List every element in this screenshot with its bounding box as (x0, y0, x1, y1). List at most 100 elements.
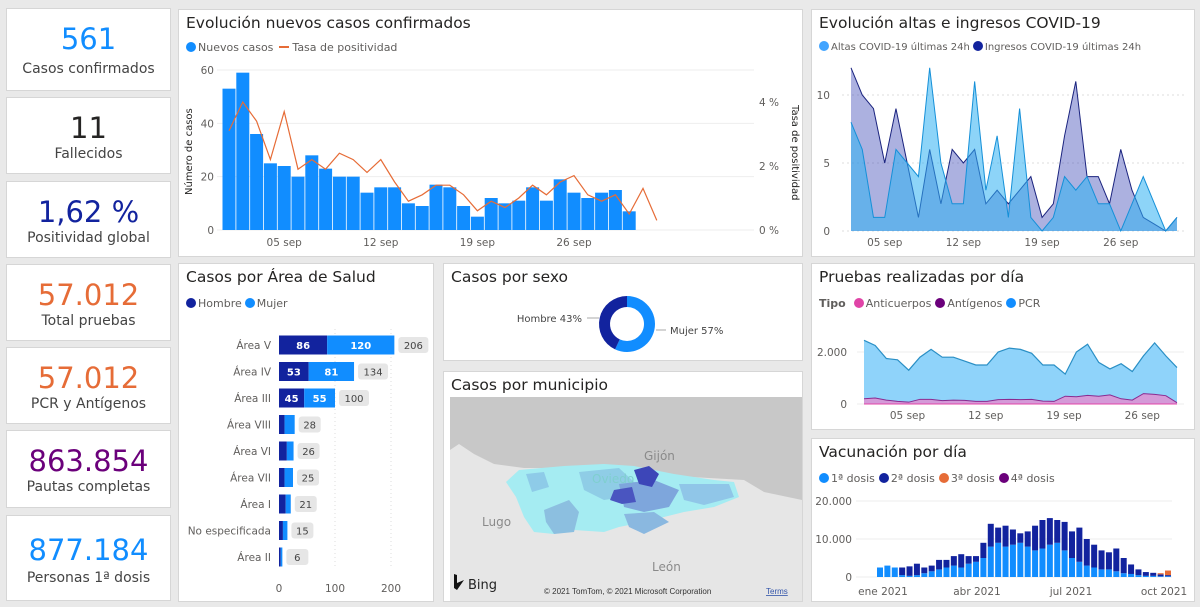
bar-hombre (279, 547, 281, 567)
map-municipio[interactable] (679, 484, 734, 505)
legend-dot-icon (819, 473, 829, 483)
legend-dot-icon (972, 41, 983, 51)
panel-casos-area[interactable]: Casos por Área de Salud Hombre Mujer 0 10… (178, 263, 434, 602)
map-label-oviedo: Oviedo (592, 472, 634, 486)
bar-nuevos-casos (622, 211, 636, 230)
chart-legend[interactable]: Tipo Anticuerpos Antígenos PCR (819, 297, 1040, 310)
category-label: Área VIII (227, 419, 271, 432)
map-municipio-oviedo[interactable] (610, 487, 636, 504)
legend-item-dosis-1[interactable]: 1ª dosis (819, 472, 875, 485)
total-label: 15 (296, 527, 309, 538)
y-tick-label: 40 (201, 118, 214, 130)
bar-dosis-2 (1032, 525, 1039, 551)
bar-dosis-2 (1098, 550, 1105, 570)
legend-item-nuevos-casos[interactable]: Nuevos casos (186, 41, 273, 54)
chart-legend[interactable]: 1ª dosis 2ª dosis 3ª dosis 4ª dosis (819, 472, 1055, 485)
bar-nuevos-casos (360, 192, 374, 230)
legend-label: Anticuerpos (865, 297, 932, 310)
chart-pruebas: 0 2.000 05 sep 12 sep 19 sep 26 sep (817, 339, 1184, 422)
bar-dosis-1 (1142, 575, 1149, 577)
legend-item-mujer[interactable]: Mujer (244, 297, 288, 310)
legend-item-tasa[interactable]: Tasa de positividad (279, 41, 397, 54)
panel-casos-sexo[interactable]: Casos por sexo Mujer 57% Hombre 43% (443, 263, 803, 361)
map-municipio-gijon[interactable] (634, 466, 659, 487)
area-pcr (864, 340, 1177, 404)
map-terms-link[interactable]: Terms (766, 587, 788, 596)
map-municipio[interactable] (619, 480, 679, 512)
y-tick-label: 0 (207, 225, 214, 237)
bar-nuevos-casos (443, 187, 457, 230)
total-label-bg (291, 522, 314, 539)
kpi-value: 11 (70, 111, 107, 145)
donut-slice (615, 296, 655, 352)
data-label-mujer: 120 (350, 341, 371, 352)
total-label: 21 (299, 500, 312, 511)
y-tick-label: 20.000 (815, 496, 852, 508)
total-label-bg (358, 363, 389, 380)
chart-title: Casos por sexo (451, 268, 569, 286)
total-label-bg (298, 416, 321, 433)
kpi-personas-1a-dosis[interactable]: 877.184 Personas 1ª dosis (6, 515, 171, 601)
bar-dosis-1 (1091, 567, 1098, 577)
bar-dosis-1 (1002, 546, 1009, 577)
y-axis-title: Número de casos (183, 108, 195, 195)
bar-nuevos-casos (484, 198, 498, 230)
bar-dosis-1 (987, 546, 994, 577)
kpi-label: Casos confirmados (22, 61, 155, 77)
bar-dosis-1 (958, 567, 965, 577)
bar-dosis-1 (928, 571, 935, 577)
bar-hombre (279, 521, 283, 540)
chart-legend[interactable]: Nuevos casos Tasa de positividad (186, 41, 397, 54)
chart-legend[interactable]: Hombre Mujer (186, 297, 288, 310)
area-altas (851, 67, 1177, 231)
panel-altas-ingresos[interactable]: Evolución altas e ingresos COVID-19 Alta… (811, 9, 1195, 257)
panel-nuevos-casos[interactable]: Evolución nuevos casos confirmados Nuevo… (178, 9, 803, 257)
legend-item-antigenos[interactable]: Antígenos (935, 297, 1002, 310)
line-antigenos (863, 393, 1178, 404)
chart-vacunacion: 0 10.000 20.000 ene 2021 abr 2021 jul 2021 oct… (815, 496, 1187, 598)
kpi-fallecidos[interactable]: 11 Fallecidos (6, 97, 171, 174)
y-tick-label: 60 (201, 65, 214, 77)
bar-dosis-1 (973, 561, 979, 577)
legend-dot-icon (186, 298, 196, 308)
legend-item-dosis-4[interactable]: 4ª dosis (998, 472, 1055, 485)
kpi-casos-confirmados[interactable]: 561 Casos confirmados (6, 8, 171, 91)
line-altas (850, 67, 1178, 233)
total-label: 25 (302, 474, 315, 485)
y-tick-label: 0 (845, 572, 852, 584)
total-label: 28 (303, 421, 316, 432)
legend-item-hombre[interactable]: Hombre (186, 297, 242, 310)
kpi-label: Personas 1ª dosis (26, 570, 151, 586)
bar-dosis-2 (1024, 531, 1031, 547)
panel-casos-municipio[interactable]: Casos por municipio Gijón Oviedo Lugo Le… (443, 371, 803, 602)
x-tick-label: 05 sep (890, 410, 926, 422)
panel-vacunacion[interactable]: Vacunación por día 1ª dosis 2ª dosis 3ª … (811, 438, 1195, 602)
total-label-bg (339, 390, 369, 406)
panel-pruebas[interactable]: Pruebas realizadas por día Tipo Anticuer… (811, 263, 1195, 430)
legend-label: PCR (1018, 297, 1041, 310)
legend-item-dosis-2[interactable]: 2ª dosis (878, 472, 935, 485)
chart-legend[interactable]: Altas COVID-19 últimas 24h Ingresos COVI… (819, 41, 1141, 53)
kpi-total-pruebas[interactable]: 57.012 Total pruebas (6, 264, 171, 341)
chart-altas-ingresos: 0 5 10 05 sep 12 sep 19 sep 26 sep (817, 67, 1187, 249)
map-municipio[interactable] (544, 500, 579, 534)
legend-item-dosis-3[interactable]: 3ª dosis (938, 472, 995, 485)
kpi-pautas-completas[interactable]: 863.854 Pautas completas (6, 430, 171, 508)
legend-item-anticuerpos[interactable]: Anticuerpos (853, 297, 932, 310)
bar-mujer (285, 494, 291, 514)
map-municipio[interactable] (624, 512, 669, 534)
legend-item-pcr[interactable]: PCR (1006, 297, 1040, 310)
kpi-positividad[interactable]: 1,62 % Positividad global (6, 181, 171, 258)
legend-item-ingresos[interactable]: Ingresos COVID-19 últimas 24h (972, 41, 1141, 53)
map[interactable]: Gijón Oviedo Lugo León Bing © 2021 TomTo… (444, 372, 804, 603)
kpi-value: 561 (60, 22, 117, 56)
map-label-gijon: Gijón (644, 449, 675, 463)
bar-hombre (279, 388, 305, 408)
kpi-pcr-antigenos[interactable]: 57.012 PCR y Antígenos (6, 347, 171, 424)
map-municipio[interactable] (526, 472, 549, 492)
bar-nuevos-casos (222, 88, 236, 231)
legend-item-altas[interactable]: Altas COVID-19 últimas 24h (819, 41, 970, 53)
bar-nuevos-casos (250, 134, 264, 230)
bar-dosis-1 (1098, 569, 1105, 577)
bar-mujer (280, 547, 283, 567)
